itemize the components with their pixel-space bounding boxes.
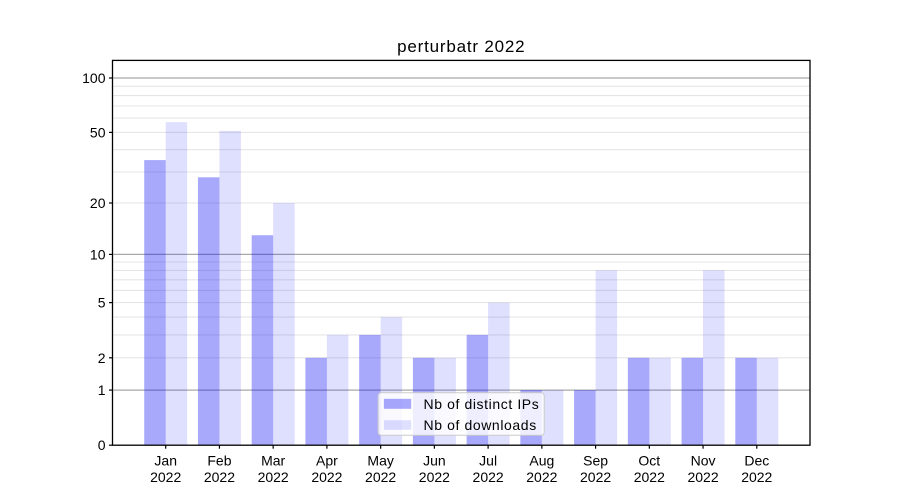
svg-text:1: 1 [98,382,106,398]
svg-text:Aug: Aug [529,453,554,469]
svg-text:Sep: Sep [583,453,608,469]
svg-text:2022: 2022 [419,469,450,485]
svg-text:Mar: Mar [261,453,285,469]
svg-text:Jun: Jun [423,453,446,469]
svg-text:2022: 2022 [526,469,557,485]
svg-text:5: 5 [98,295,106,311]
svg-text:Feb: Feb [207,453,231,469]
svg-text:2022: 2022 [204,469,235,485]
svg-text:Jan: Jan [154,453,177,469]
svg-text:Nb of downloads: Nb of downloads [424,417,537,433]
svg-text:10: 10 [90,246,106,262]
svg-text:2022: 2022 [687,469,718,485]
svg-text:Dec: Dec [744,453,769,469]
svg-text:2022: 2022 [634,469,665,485]
svg-text:0: 0 [98,437,106,453]
svg-text:perturbatr 2022: perturbatr 2022 [397,37,525,56]
svg-text:2022: 2022 [580,469,611,485]
svg-text:Nov: Nov [691,453,716,469]
svg-text:2022: 2022 [258,469,289,485]
svg-text:100: 100 [82,70,106,86]
svg-text:May: May [367,453,393,469]
svg-text:Jul: Jul [479,453,497,469]
svg-text:2022: 2022 [741,469,772,485]
svg-text:2022: 2022 [311,469,342,485]
svg-text:2022: 2022 [473,469,504,485]
svg-text:Nb of distinct IPs: Nb of distinct IPs [424,396,540,412]
svg-text:Apr: Apr [316,453,338,469]
svg-text:2022: 2022 [150,469,181,485]
svg-text:Oct: Oct [638,453,660,469]
svg-text:50: 50 [90,124,106,140]
svg-text:2022: 2022 [365,469,396,485]
svg-text:2: 2 [98,350,106,366]
svg-text:20: 20 [90,195,106,211]
